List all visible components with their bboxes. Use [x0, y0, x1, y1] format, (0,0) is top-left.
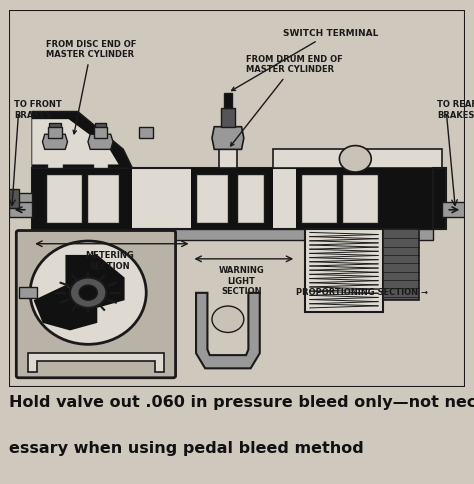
- Bar: [296, 168, 442, 228]
- Bar: [301, 174, 337, 223]
- Bar: [196, 174, 228, 223]
- Bar: [94, 127, 107, 138]
- Bar: [305, 228, 383, 312]
- Polygon shape: [212, 127, 244, 150]
- Bar: [433, 168, 447, 228]
- Bar: [383, 228, 419, 301]
- Ellipse shape: [30, 241, 146, 344]
- Text: essary when using pedal bleed method: essary when using pedal bleed method: [9, 441, 364, 456]
- Bar: [32, 228, 433, 240]
- Polygon shape: [65, 255, 125, 308]
- Circle shape: [70, 277, 106, 308]
- FancyBboxPatch shape: [16, 230, 175, 378]
- Text: METERING
SECTION: METERING SECTION: [85, 251, 134, 271]
- Text: Hold valve out .060 in pressure bleed only—not nec-: Hold valve out .060 in pressure bleed on…: [9, 395, 474, 410]
- Bar: [9, 202, 32, 217]
- Bar: [139, 127, 153, 138]
- Circle shape: [212, 306, 244, 333]
- Text: PROPORTIONING SECTION →: PROPORTIONING SECTION →: [296, 288, 428, 297]
- Polygon shape: [27, 353, 164, 372]
- Circle shape: [79, 285, 97, 300]
- Bar: [32, 168, 442, 228]
- Bar: [342, 174, 378, 223]
- Bar: [191, 168, 273, 228]
- Text: FROM DISC END OF
MASTER CYLINDER: FROM DISC END OF MASTER CYLINDER: [46, 40, 136, 134]
- Bar: [9, 189, 18, 208]
- Text: FROM DRUM END OF
MASTER CYLINDER: FROM DRUM END OF MASTER CYLINDER: [230, 55, 343, 146]
- Bar: [237, 174, 264, 223]
- Text: WARNING
LIGHT
SECTION: WARNING LIGHT SECTION: [219, 266, 264, 296]
- Circle shape: [339, 146, 371, 172]
- Bar: [18, 287, 37, 298]
- Polygon shape: [196, 293, 260, 368]
- Bar: [14, 193, 32, 204]
- Bar: [224, 93, 231, 108]
- Text: TO FRONT
BRAKES: TO FRONT BRAKES: [14, 100, 62, 120]
- Bar: [95, 123, 106, 134]
- Bar: [48, 127, 62, 138]
- Bar: [32, 168, 132, 228]
- Polygon shape: [32, 228, 137, 259]
- Bar: [46, 174, 82, 223]
- Polygon shape: [88, 134, 113, 150]
- Bar: [87, 174, 118, 223]
- Polygon shape: [32, 119, 118, 165]
- Bar: [273, 150, 442, 168]
- Bar: [219, 150, 237, 168]
- Polygon shape: [43, 134, 67, 150]
- Bar: [47, 150, 63, 168]
- Bar: [442, 202, 465, 217]
- Bar: [221, 108, 235, 127]
- Bar: [92, 150, 109, 168]
- Polygon shape: [34, 285, 97, 331]
- Polygon shape: [32, 112, 132, 168]
- Bar: [49, 123, 61, 134]
- Text: SWITCH TERMINAL: SWITCH TERMINAL: [232, 29, 378, 91]
- Text: TO REAR
BRAKES: TO REAR BRAKES: [437, 100, 474, 120]
